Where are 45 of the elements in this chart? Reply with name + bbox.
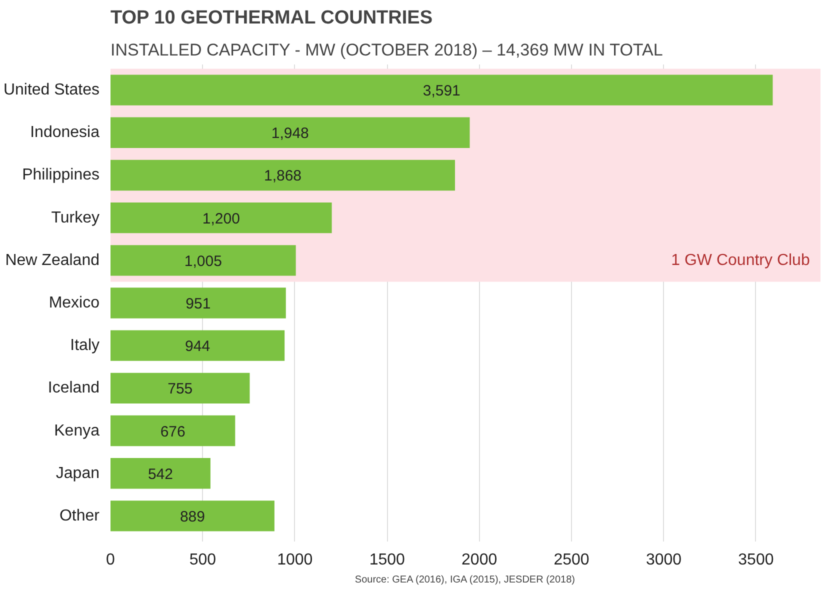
x-tick-label: 1500 xyxy=(369,552,406,568)
bar xyxy=(110,500,274,532)
data-label: 542 xyxy=(148,466,173,483)
data-label: 755 xyxy=(168,380,193,398)
y-tick-label: Iceland xyxy=(48,380,100,397)
x-tick-label: 3000 xyxy=(646,552,682,568)
x-tick-label: 1000 xyxy=(277,552,313,568)
y-tick-label: New Zealand xyxy=(5,252,100,269)
y-tick-label: Other xyxy=(59,507,100,524)
y-tick-label: Mexico xyxy=(48,294,100,312)
data-label: 1,005 xyxy=(184,252,222,270)
y-tick-label: Italy xyxy=(70,337,100,354)
bar xyxy=(110,458,210,489)
data-label: 951 xyxy=(186,296,211,312)
bar xyxy=(110,245,296,276)
data-label: 3,591 xyxy=(422,82,460,100)
chart-subtitle: INSTALLED CAPACITY - MW (OCTOBER 2018) – 14,369 MW IN TOTAL xyxy=(110,40,663,60)
bar xyxy=(110,160,455,191)
x-tick-label: 0 xyxy=(106,552,116,568)
bar xyxy=(110,288,286,318)
y-tick-label: Turkey xyxy=(51,209,100,226)
band-label: 1 GW Country Club xyxy=(671,252,810,269)
x-tick-label: 2000 xyxy=(462,552,498,568)
y-tick-label: Indonesia xyxy=(30,124,100,142)
data-label: 676 xyxy=(160,423,186,440)
bar xyxy=(110,202,332,234)
bar xyxy=(110,74,773,106)
bar xyxy=(110,117,470,148)
y-tick-label: United States xyxy=(3,82,100,99)
data-label: 944 xyxy=(185,338,210,356)
bar xyxy=(110,372,250,404)
y-tick-label: Kenya xyxy=(54,422,100,440)
data-label: 1,200 xyxy=(202,210,240,228)
x-tick-label: 3500 xyxy=(738,552,774,568)
bar xyxy=(110,415,236,446)
data-label: 1,948 xyxy=(271,125,309,142)
x-tick-label: 2500 xyxy=(554,552,590,568)
y-tick-label: Philippines xyxy=(22,166,100,184)
chart-title: TOP 10 GEOTHERMAL COUNTRIES xyxy=(110,8,432,28)
x-tick-label: 500 xyxy=(189,552,216,568)
data-label: 1,868 xyxy=(264,168,302,185)
source-note: Source: GEA (2016), IGA (2015), JESDER (2018) xyxy=(354,574,576,586)
bar xyxy=(110,330,285,361)
y-tick-label: Japan xyxy=(56,464,100,482)
data-label: 889 xyxy=(180,508,205,526)
